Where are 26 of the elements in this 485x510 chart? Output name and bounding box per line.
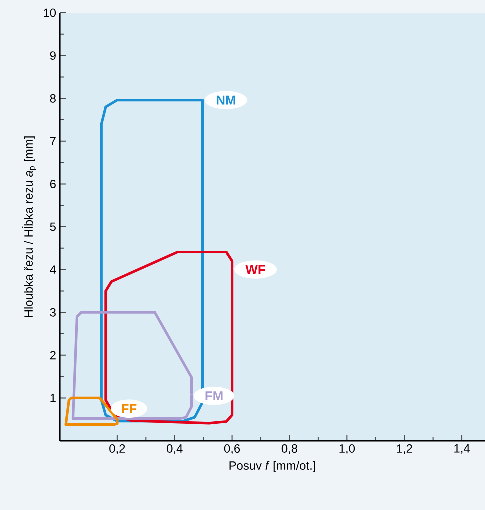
y-tick-label: 1	[50, 394, 56, 402]
y-axis-title: Hloubka řezu / Hĺbka rezu a$_{p}$ [mm]	[22, 136, 36, 318]
x-tick-label: 0,6	[224, 444, 240, 454]
series-label: FM	[206, 392, 223, 401]
y-tick-label: 10	[44, 8, 56, 18]
x-tick-label: 1,2	[397, 444, 412, 454]
x-tick-label: 0,2	[110, 444, 126, 454]
y-tick-label: 5	[50, 222, 56, 232]
x-tick-label: 0,4	[167, 444, 183, 454]
y-tick-label: 3	[50, 308, 56, 317]
y-tick-label: 2	[50, 351, 56, 360]
x-axis-title: Posuv f [mm/ot.]	[230, 461, 316, 472]
x-tick-label: 1,4	[454, 444, 470, 454]
y-tick-label: 6	[50, 180, 56, 188]
line-series	[72, 311, 194, 420]
series-label: FF	[122, 404, 137, 414]
line-series	[104, 250, 234, 425]
x-tick-label: 0,8	[282, 444, 298, 454]
series-label: NM	[216, 96, 236, 105]
y-tick-label: 7	[50, 137, 56, 146]
x-tick-label: 1,0	[340, 444, 356, 454]
y-tick-label: 4	[50, 266, 56, 274]
series-label: WF	[246, 265, 266, 274]
line-series	[64, 396, 119, 426]
y-tick-label: 9	[50, 52, 56, 60]
y-tick-label: 8	[50, 94, 56, 103]
